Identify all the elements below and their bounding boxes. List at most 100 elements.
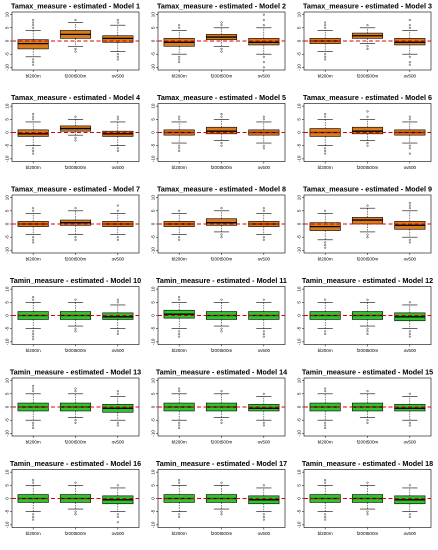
outlier-point <box>178 58 181 61</box>
x-tick-label: bl200m <box>318 440 333 445</box>
y-tick-label: 5 <box>151 301 156 304</box>
outlier-point <box>32 513 35 516</box>
panel-title: Tamin_measure - estimated - Model 15 <box>302 368 433 377</box>
outlier-point <box>262 513 265 516</box>
x-tick-label: bl200m <box>318 348 333 353</box>
outlier-point <box>74 421 77 424</box>
outlier-point <box>116 21 119 24</box>
panel-4: Tamax_measure - estimated - Model 4 -10 -5… <box>5 93 140 170</box>
x-tick-label: bl200m <box>26 165 41 170</box>
outlier-point <box>366 233 369 236</box>
outlier-point <box>220 21 223 24</box>
outlier-point <box>74 115 77 118</box>
iqr-box <box>248 404 280 412</box>
outlier-point <box>116 390 119 393</box>
outlier-point <box>366 330 369 333</box>
box-f200t500m <box>59 18 92 53</box>
panel-15: Tamin_measure - estimated - Model 15 -10 -… <box>297 368 434 445</box>
y-tick-label: -10 <box>297 430 302 437</box>
box-ov500 <box>102 484 134 524</box>
outlier-point <box>262 392 265 395</box>
outlier-point <box>220 330 223 333</box>
outlier-point <box>324 21 327 24</box>
outlier-point <box>324 58 327 61</box>
outlier-point <box>262 484 265 487</box>
outlier-point <box>408 18 411 21</box>
y-tick-label: -5 <box>5 52 10 57</box>
outlier-point <box>178 209 181 212</box>
outlier-point <box>408 392 411 395</box>
panel-13: Tamin_measure - estimated - Model 13 -10 -… <box>5 368 142 445</box>
outlier-point <box>32 118 35 121</box>
outlier-point <box>178 387 181 390</box>
box-ov500 <box>248 13 280 69</box>
x-tick-label: ov500 <box>112 257 125 262</box>
y-tick-label: 10 <box>297 378 302 384</box>
x-tick-label: ov500 <box>404 257 417 262</box>
outlier-point <box>32 63 35 66</box>
y-tick-label: 5 <box>151 118 156 121</box>
outlier-point <box>408 152 411 155</box>
y-tick-label: 0 <box>5 39 10 42</box>
outlier-point <box>32 21 35 24</box>
outlier-point <box>116 484 119 487</box>
outlier-point <box>324 244 327 247</box>
x-tick-label: bl200m <box>318 257 333 262</box>
outlier-point <box>220 510 223 513</box>
iqr-box <box>351 217 384 225</box>
outlier-point <box>408 24 411 27</box>
outlier-point <box>74 387 77 390</box>
outlier-point <box>178 298 181 301</box>
y-tick-label: -5 <box>151 235 156 240</box>
panel-title: Tamin_measure - estimated - Model 14 <box>156 368 287 377</box>
box-ov500 <box>102 18 134 61</box>
outlier-point <box>262 236 265 239</box>
outlier-point <box>116 55 119 58</box>
y-tick-label: 5 <box>297 484 302 487</box>
box-bl200m <box>17 18 49 66</box>
iqr-box <box>351 126 384 135</box>
outlier-point <box>408 238 411 241</box>
outlier-point <box>220 236 223 239</box>
outlier-point <box>32 152 35 155</box>
outlier-point <box>408 335 411 338</box>
outlier-point <box>408 515 411 518</box>
panel-1: Tamax_measure - estimated - Model 1 -10 -5… <box>5 2 140 79</box>
y-tick-label: -10 <box>151 155 156 162</box>
panel-8: Tamax_measure - estimated - Model 8 -10 -5… <box>151 185 286 262</box>
outlier-point <box>366 204 369 207</box>
y-tick-label: 5 <box>297 301 302 304</box>
outlier-point <box>408 330 411 333</box>
y-tick-label: 5 <box>5 26 10 29</box>
outlier-point <box>408 144 411 147</box>
box-ov500 <box>248 484 280 521</box>
outlier-point <box>32 18 35 21</box>
x-tick-label: ov500 <box>258 74 271 79</box>
y-tick-label: 5 <box>151 484 156 487</box>
panel-title: Tamax_measure - estimated - Model 1 <box>11 2 140 11</box>
outlier-point <box>178 332 181 335</box>
box-ov500 <box>102 390 134 427</box>
y-tick-label: -10 <box>297 64 302 71</box>
outlier-point <box>178 421 181 424</box>
y-tick-label: -5 <box>297 235 302 240</box>
y-tick-label: 0 <box>151 222 156 225</box>
outlier-point <box>116 53 119 56</box>
y-tick-label: -10 <box>5 338 10 345</box>
y-tick-label: 0 <box>297 497 302 500</box>
y-tick-label: -10 <box>5 155 10 162</box>
outlier-point <box>262 55 265 58</box>
outlier-point <box>366 144 369 147</box>
y-tick-label: 0 <box>151 405 156 408</box>
x-tick-label: bl200m <box>318 165 333 170</box>
y-tick-label: 10 <box>297 12 302 18</box>
outlier-point <box>74 419 77 422</box>
y-tick-label: -5 <box>297 326 302 331</box>
outlier-point <box>32 335 35 338</box>
panel-title: Tamin_measure - estimated - Model 17 <box>156 459 287 468</box>
box-f200t500m <box>59 115 92 142</box>
outlier-point <box>324 421 327 424</box>
x-tick-label: bl200m <box>26 348 41 353</box>
y-tick-label: 10 <box>297 195 302 201</box>
outlier-point <box>324 115 327 118</box>
